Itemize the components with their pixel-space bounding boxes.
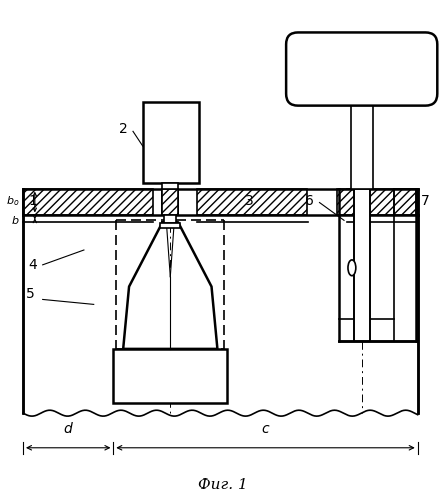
Text: 8: 8 [285, 50, 294, 64]
Text: 3: 3 [245, 194, 253, 207]
Bar [394, 188, 416, 216]
Bar [23, 188, 153, 216]
Bar [354, 188, 369, 341]
Text: $c$: $c$ [261, 422, 270, 436]
Bar [113, 349, 227, 404]
Bar [163, 188, 178, 216]
Text: 2: 2 [119, 122, 127, 136]
Text: 4: 4 [28, 258, 37, 272]
Bar [351, 94, 373, 188]
Bar [337, 188, 361, 216]
Ellipse shape [348, 260, 356, 276]
Text: Фиг. 1: Фиг. 1 [198, 478, 248, 492]
Bar [160, 224, 180, 228]
Text: 1: 1 [28, 194, 37, 207]
Bar [197, 188, 307, 216]
Bar [163, 188, 178, 216]
Text: 5: 5 [26, 288, 34, 302]
Text: $b$: $b$ [11, 214, 19, 226]
Text: 6: 6 [305, 194, 314, 207]
Bar [164, 216, 176, 224]
Bar [143, 102, 199, 183]
Text: $b_o$: $b_o$ [6, 194, 19, 208]
FancyBboxPatch shape [286, 32, 437, 106]
Bar [347, 188, 418, 216]
Text: $d$: $d$ [63, 421, 74, 436]
Bar [163, 183, 178, 188]
Bar [163, 188, 178, 216]
Text: 7: 7 [421, 194, 430, 207]
